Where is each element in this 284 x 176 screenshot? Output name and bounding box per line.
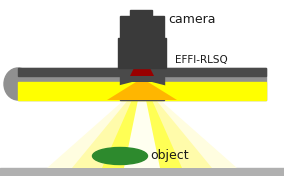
Bar xyxy=(18,68,266,76)
Text: object: object xyxy=(150,149,189,162)
Polygon shape xyxy=(47,100,237,168)
Bar xyxy=(120,16,164,38)
Polygon shape xyxy=(130,68,154,76)
Polygon shape xyxy=(107,82,177,100)
Text: EFFI-RLSQ: EFFI-RLSQ xyxy=(175,55,228,65)
Polygon shape xyxy=(62,82,222,100)
Bar xyxy=(0,168,284,176)
Bar xyxy=(120,68,164,100)
Bar xyxy=(18,68,266,100)
Text: camera: camera xyxy=(168,13,216,26)
Bar xyxy=(130,10,152,48)
Bar xyxy=(118,38,166,68)
Polygon shape xyxy=(126,48,158,68)
Ellipse shape xyxy=(93,147,147,165)
Ellipse shape xyxy=(4,68,32,100)
Bar xyxy=(18,82,266,100)
Polygon shape xyxy=(102,100,182,168)
Polygon shape xyxy=(124,100,160,168)
Polygon shape xyxy=(72,100,212,168)
